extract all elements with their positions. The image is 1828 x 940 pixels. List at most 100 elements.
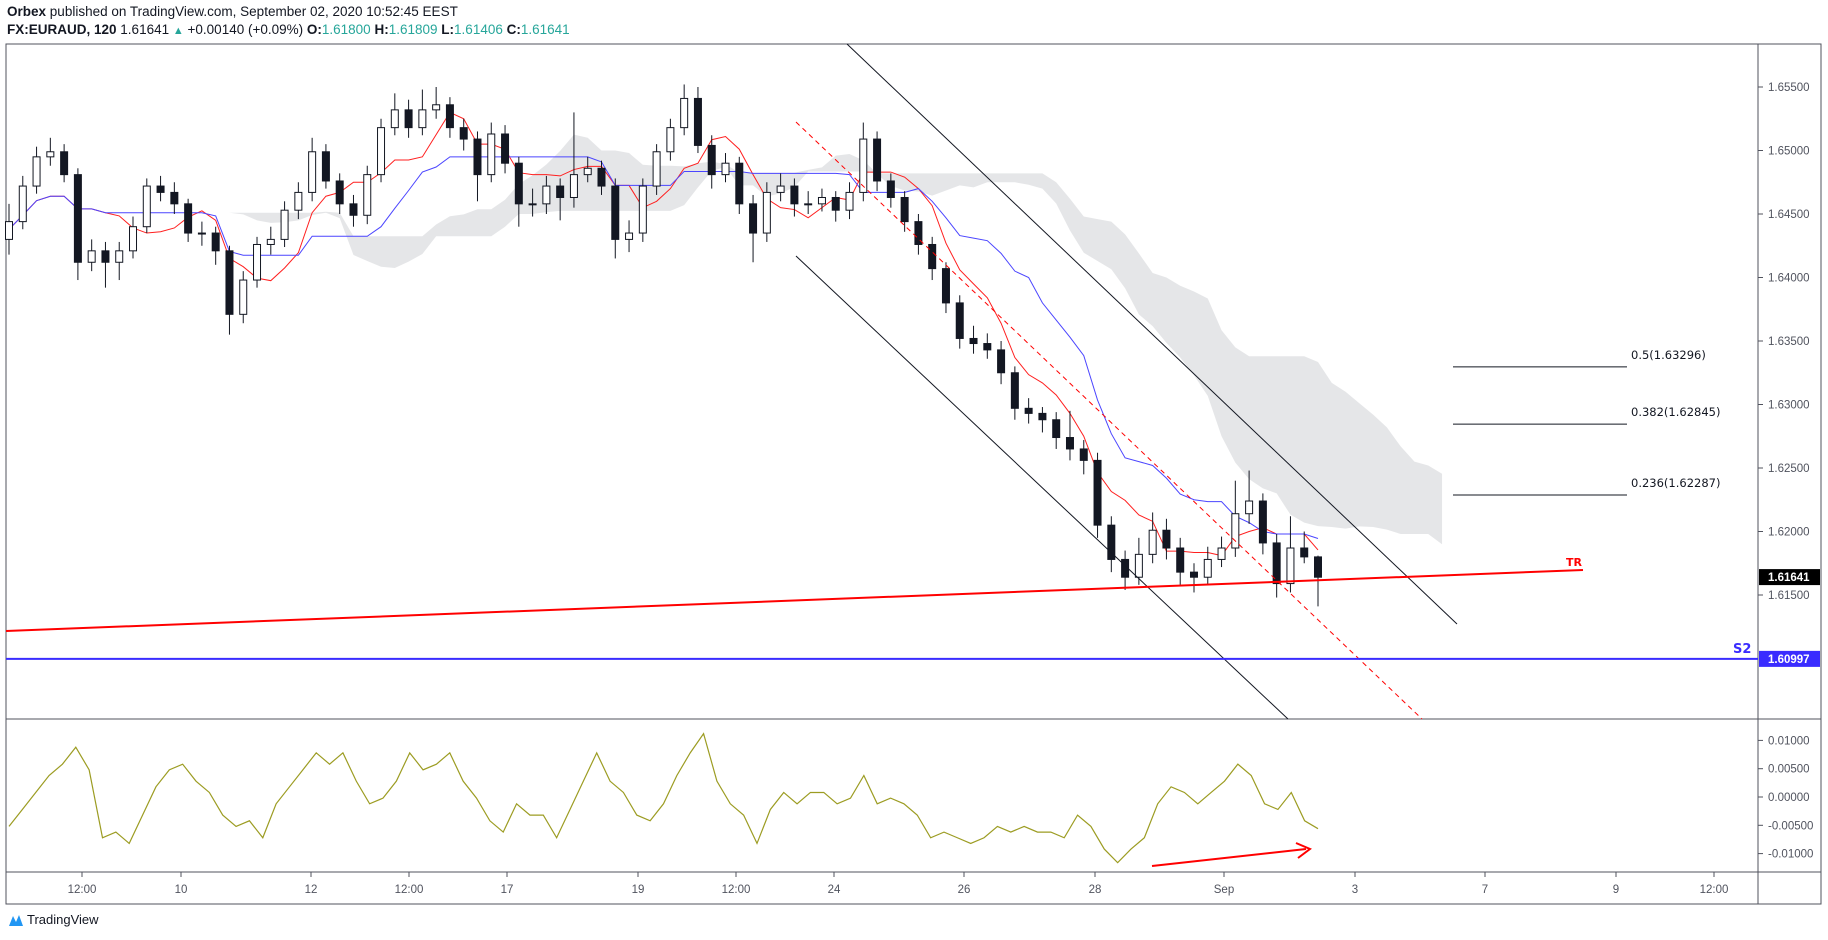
candle <box>225 245 234 335</box>
candle-body <box>32 156 41 187</box>
cloud-area <box>133 134 1443 545</box>
candle-body <box>652 151 661 187</box>
candle <box>46 137 55 166</box>
candle <box>377 118 386 183</box>
tradingview-logo-icon <box>9 914 23 926</box>
candle <box>87 239 96 272</box>
candle <box>18 175 27 230</box>
candle <box>170 182 179 214</box>
candle <box>514 156 523 227</box>
osc-tick-label: -0.00500 <box>1768 820 1813 832</box>
candle <box>638 178 647 242</box>
candle-body <box>239 279 248 315</box>
candle-body <box>60 151 69 176</box>
candle-body <box>197 232 206 235</box>
candle-body <box>666 127 675 153</box>
price-tick-label: 1.63500 <box>1768 336 1810 348</box>
candle-body <box>790 185 799 205</box>
price-axis[interactable]: 1.65500 1.65000 1.64500 1.64000 1.63500 1.630… <box>1758 82 1820 861</box>
ichimoku-cloud <box>133 134 1443 545</box>
time-tick-label: 7 <box>1482 884 1488 896</box>
candle <box>1245 470 1254 524</box>
candle <box>693 87 702 154</box>
tradingview-logo[interactable]: TradingView <box>8 912 99 927</box>
candle <box>445 97 454 138</box>
candle-body <box>294 191 303 211</box>
candles <box>5 84 1322 607</box>
candle-body <box>377 127 386 176</box>
publisher: Orbex <box>7 4 47 19</box>
candle <box>528 188 537 217</box>
time-axis[interactable]: 12:00 10 12 12:00 17 19 12:00 24 26 28 Sep 3 7 9 12:00 <box>68 872 1729 896</box>
candle <box>1231 480 1240 557</box>
candle <box>735 156 744 214</box>
channel-upper-line <box>846 43 1458 625</box>
time-tick-label: 12:00 <box>722 884 751 896</box>
candle-body <box>735 162 744 205</box>
trendline-label: TR <box>1566 556 1583 569</box>
candle <box>184 198 193 242</box>
candle-body <box>1189 571 1198 578</box>
arrow-head-icon <box>1295 842 1312 859</box>
candle-body <box>1272 542 1281 585</box>
candle <box>845 182 854 220</box>
candle-body <box>1258 500 1267 544</box>
candle-body <box>1231 513 1240 549</box>
candle <box>1272 534 1281 598</box>
oscillator-line <box>8 732 1319 864</box>
candle <box>1162 518 1171 560</box>
fib-level-label: 0.5(1.63296) <box>1631 348 1706 362</box>
candle-body <box>928 243 937 270</box>
candle <box>73 168 82 281</box>
candle <box>569 112 578 208</box>
candle <box>941 262 950 314</box>
candle <box>900 191 909 232</box>
open-value: 1.61800 <box>321 22 371 37</box>
candle <box>101 241 110 288</box>
candle <box>1024 398 1033 424</box>
candle-body <box>211 232 220 252</box>
candle <box>666 118 675 161</box>
candle-body <box>5 221 13 240</box>
candle <box>32 146 41 194</box>
candle-body <box>1176 547 1185 573</box>
logo-text: TradingView <box>27 912 99 927</box>
symbol: FX:EURAUD, 120 <box>7 22 117 37</box>
candle-body <box>762 191 771 234</box>
candle <box>432 87 441 119</box>
symbol-legend: FX:EURAUD, 120 1.61641 ▲ +0.00140 (+0.09… <box>7 22 570 37</box>
high-value: 1.61809 <box>388 22 438 37</box>
candle <box>873 131 882 192</box>
candle-body <box>404 109 413 129</box>
candle <box>1203 546 1212 585</box>
candle-body <box>253 243 262 281</box>
osc-tick-label: 0.01000 <box>1768 735 1810 747</box>
candle-body <box>1217 547 1226 560</box>
candle-body <box>569 174 578 198</box>
time-tick-label: 12 <box>305 884 318 896</box>
fib-level-label: 0.236(1.62287) <box>1631 476 1720 490</box>
candle <box>817 188 826 212</box>
candle-body <box>776 185 785 193</box>
price-tick-label: 1.64500 <box>1768 209 1810 221</box>
time-tick-label: 12:00 <box>395 884 424 896</box>
candle-body <box>873 138 882 182</box>
trendline-tr <box>5 569 1584 632</box>
candle <box>625 220 634 253</box>
candle <box>790 178 799 217</box>
candle-body <box>87 250 96 263</box>
candle-body <box>101 250 110 263</box>
candle-body <box>473 138 482 176</box>
candle <box>1217 536 1226 568</box>
candle <box>1093 452 1102 538</box>
drawings: TR S2 0.5(1.63296) 0.382(1.62845) 0.236(1.62… <box>5 43 1758 720</box>
candle-body <box>625 232 634 240</box>
candle-body <box>1065 437 1074 450</box>
osc-tick-label: -0.01000 <box>1768 849 1813 861</box>
candle-body <box>859 138 868 193</box>
candle-body <box>1203 558 1212 578</box>
candle-body <box>459 127 468 140</box>
candle <box>597 160 606 195</box>
divergence-arrow-line <box>1151 848 1307 867</box>
